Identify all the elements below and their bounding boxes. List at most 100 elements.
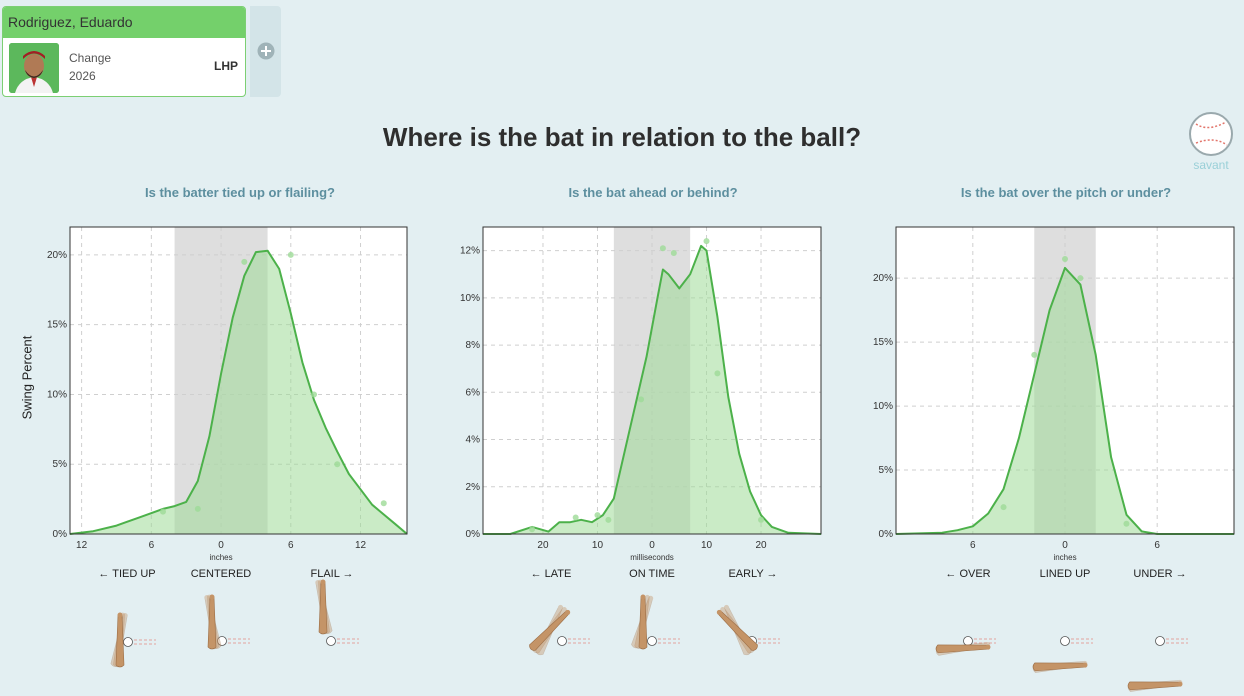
bat-knob bbox=[1177, 681, 1183, 687]
ball-icon bbox=[557, 636, 567, 646]
data-point bbox=[241, 258, 248, 265]
category-label: ← LATE bbox=[530, 568, 572, 580]
season: 2026 bbox=[69, 69, 96, 83]
data-point bbox=[380, 500, 387, 507]
category-label: LINED UP bbox=[1039, 568, 1091, 580]
bat-icon bbox=[204, 594, 250, 650]
density-area bbox=[896, 267, 1234, 534]
data-point bbox=[159, 508, 166, 515]
x-axis-label: inches bbox=[210, 553, 233, 562]
x-tick-label: 0 bbox=[1062, 540, 1068, 551]
bat-icon bbox=[110, 612, 156, 668]
bat-icon bbox=[115, 612, 125, 668]
bat-knob bbox=[985, 644, 991, 650]
data-point bbox=[1031, 351, 1038, 358]
data-point bbox=[311, 391, 318, 398]
density-line bbox=[483, 244, 822, 535]
data-point bbox=[572, 514, 579, 521]
chart-panel-1: 0% 5% 10% 15% 20% 12 6 0 6 12 inches bbox=[47, 226, 408, 562]
data-point bbox=[703, 238, 710, 245]
ball-icon bbox=[326, 636, 336, 646]
x-tick-label: 0 bbox=[218, 540, 224, 551]
bat-icon bbox=[1127, 636, 1188, 692]
ball-icon bbox=[123, 637, 133, 647]
category-label: UNDER → bbox=[1133, 568, 1187, 580]
x-tick-label: 6 bbox=[149, 540, 155, 551]
bat-knob bbox=[209, 594, 215, 600]
plus-circle-icon bbox=[257, 42, 275, 60]
y-tick-label: 8% bbox=[466, 340, 481, 351]
bat-knob bbox=[117, 612, 123, 618]
player-name: Rodriguez, Eduardo bbox=[3, 7, 245, 38]
ball-icon bbox=[1155, 636, 1165, 646]
data-point bbox=[1123, 520, 1130, 527]
bat-body bbox=[638, 596, 648, 650]
x-tick-label: 6 bbox=[1154, 540, 1160, 551]
bat-body bbox=[935, 644, 989, 654]
bat-icon bbox=[529, 604, 590, 656]
savant-logo[interactable]: savant bbox=[1186, 110, 1236, 172]
data-point bbox=[670, 249, 677, 256]
plot-frame bbox=[482, 226, 822, 535]
y-tick-label: 0% bbox=[466, 529, 481, 540]
x-axis-label: inches bbox=[1053, 553, 1076, 562]
y-tick-label: 4% bbox=[466, 435, 481, 446]
y-tick-label: 20% bbox=[873, 273, 893, 284]
category-label: FLAIL → bbox=[310, 568, 354, 580]
bat-icon bbox=[1127, 681, 1183, 691]
bat-knob bbox=[720, 607, 726, 613]
bat-body bbox=[318, 581, 328, 635]
data-point bbox=[594, 512, 601, 519]
data-point bbox=[334, 461, 341, 468]
x-tick-label: 12 bbox=[76, 540, 88, 551]
bat-knob bbox=[723, 604, 729, 610]
y-tick-label: 5% bbox=[53, 459, 68, 470]
bat-icon bbox=[631, 594, 680, 650]
y-tick-label: 2% bbox=[466, 482, 481, 493]
player-avatar bbox=[9, 43, 59, 93]
x-tick-label: 6 bbox=[970, 540, 976, 551]
bat-knob bbox=[558, 604, 564, 610]
data-point bbox=[714, 370, 721, 377]
add-player-button[interactable] bbox=[250, 6, 281, 97]
chart-1-title: Is the batter tied up or flailing? bbox=[145, 185, 335, 200]
bat-knob bbox=[565, 609, 571, 615]
data-point bbox=[1062, 255, 1068, 262]
bat-icon bbox=[529, 609, 571, 651]
x-tick-label: 6 bbox=[288, 540, 294, 551]
bat-icon bbox=[207, 594, 217, 650]
player-card[interactable]: Rodriguez, Eduardo Change 2026 LHP bbox=[2, 6, 246, 97]
y-tick-label: 6% bbox=[466, 387, 481, 398]
bat-icon bbox=[638, 594, 648, 650]
bat-icon bbox=[315, 579, 359, 646]
y-tick-label: 10% bbox=[873, 401, 893, 412]
logo-text: savant bbox=[1193, 158, 1229, 172]
bat-icon bbox=[716, 609, 758, 651]
bat-body bbox=[115, 614, 125, 668]
bat-knob bbox=[648, 595, 654, 601]
bat-knob bbox=[315, 580, 321, 586]
y-tick-label: 5% bbox=[879, 465, 894, 476]
page-title: Where is the bat in relation to the ball… bbox=[382, 122, 862, 152]
chart-panel-2: 0% 2% 4% 6% 8% 10% 12% 20 10 0 10 20 milliseconds bbox=[460, 226, 822, 562]
y-tick-label: 0% bbox=[53, 529, 68, 540]
bat-knob bbox=[1082, 662, 1088, 668]
bat-body bbox=[529, 610, 570, 651]
bat-knob bbox=[644, 594, 650, 600]
plot-frame bbox=[895, 226, 1235, 535]
bat-icon bbox=[1032, 636, 1093, 673]
category-label: EARLY → bbox=[728, 568, 778, 580]
category-label: ← TIED UP bbox=[98, 568, 156, 580]
bat-body bbox=[1032, 662, 1086, 672]
ball-icon bbox=[217, 636, 227, 646]
bat-body bbox=[717, 610, 758, 651]
y-tick-label: 15% bbox=[873, 337, 893, 348]
bat-body bbox=[207, 596, 217, 650]
bat-knob bbox=[204, 595, 210, 601]
y-tick-label: 12% bbox=[460, 246, 480, 257]
data-point bbox=[638, 396, 645, 403]
x-tick-label: 10 bbox=[592, 540, 604, 551]
y-tick-label: 15% bbox=[47, 320, 67, 331]
density-area bbox=[70, 250, 407, 534]
data-point bbox=[659, 245, 666, 252]
